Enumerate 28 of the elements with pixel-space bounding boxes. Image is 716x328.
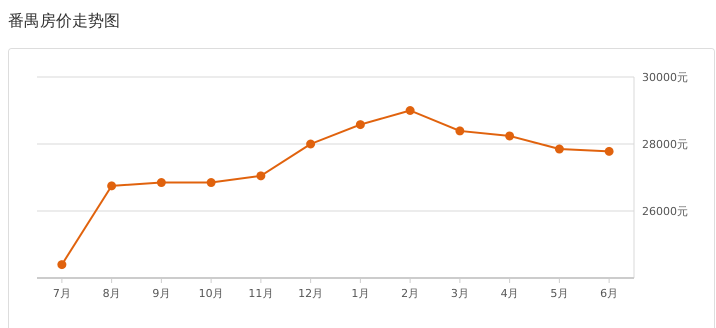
x-tick-label: 6月 [600,287,618,300]
point [256,171,266,180]
x-tick-label: 3月 [450,287,469,300]
x-tick-label: 12月 [298,287,324,300]
chart-title: 番禺房价走势图 [8,11,120,30]
x-tick-label: 7月 [52,287,71,300]
point [455,126,464,136]
point [406,106,415,115]
y-tick-label: 26000元 [642,205,688,218]
x-tick-label: 1月 [351,287,370,300]
point [57,260,66,270]
y-tick-label: 28000元 [642,138,688,151]
point [604,146,614,156]
point [554,144,564,154]
point [356,120,365,130]
x-tick-label: 9月 [152,287,170,300]
x-tick-label: 2月 [401,287,420,300]
point [206,178,216,188]
point [156,178,166,188]
x-tick-label: 10月 [198,287,224,300]
x-tick-label: 8月 [102,287,121,300]
x-tick-label: 4月 [500,287,519,300]
point [306,140,316,148]
x-tick-label: 5月 [550,287,568,300]
y-tick-label: 30000元 [642,71,688,84]
x-tick-label: 11月 [248,287,274,300]
point [505,131,514,140]
point [107,181,116,190]
